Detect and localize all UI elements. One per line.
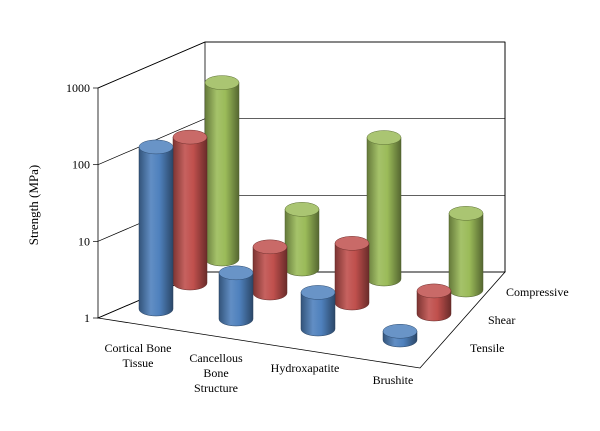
bar-top — [138, 139, 174, 155]
bar-top — [204, 75, 240, 90]
bar-body — [252, 246, 288, 301]
bar-top — [334, 236, 370, 251]
bar-top — [382, 324, 418, 339]
bar-body — [204, 82, 240, 267]
bar-shear-3 — [416, 283, 452, 322]
bar-body — [284, 209, 320, 277]
bar-tensile-0 — [138, 139, 174, 317]
bar-body — [366, 137, 402, 287]
series-label-tensile: Tensile — [470, 341, 504, 355]
bar-tensile-2 — [300, 285, 336, 337]
x-axis-labels: Cortical Bone Tissue Cancellous Bone Structu… — [105, 341, 414, 395]
bar-top — [300, 285, 336, 300]
x-tick-label: Brushite — [373, 373, 414, 387]
bar-body — [416, 290, 452, 322]
bar-top — [284, 202, 320, 217]
y-tick-label: 10 — [78, 234, 90, 248]
series-label-shear: Shear — [488, 313, 515, 327]
bar-body — [138, 146, 174, 317]
series-labels: Tensile Shear Compressive — [470, 285, 569, 355]
bar-compressive-0 — [204, 75, 240, 267]
x-tick-label: Cortical Bone Tissue — [105, 341, 172, 370]
bar-body — [334, 243, 370, 311]
bar-body — [172, 136, 208, 291]
bar-compressive-3 — [448, 206, 484, 298]
bar-top — [172, 129, 208, 145]
bar-top — [218, 265, 254, 281]
bar-shear-0 — [172, 129, 208, 291]
bar-top — [416, 283, 452, 299]
series-label-compressive: Compressive — [506, 285, 569, 299]
bar-compressive-1 — [284, 202, 320, 277]
bar-tensile-1 — [218, 265, 254, 327]
bar-top — [252, 239, 288, 255]
x-tick-label: Hydroxapatite — [271, 361, 340, 375]
y-tick-label: 100 — [72, 158, 90, 172]
y-axis-title: Strength (MPa) — [26, 165, 41, 246]
y-tick-label: 1 — [84, 311, 90, 325]
y-axis-ticks: 1 10 100 1000 — [66, 81, 98, 325]
bar-top — [448, 206, 484, 221]
y-tick-label: 1000 — [66, 81, 90, 95]
bar-compressive-2 — [366, 130, 402, 287]
gridline-left — [97, 41, 206, 89]
bar-tensile-3 — [382, 324, 418, 348]
bar-top — [366, 130, 402, 145]
bars — [138, 75, 484, 348]
bar-body — [300, 292, 336, 337]
bar-body — [218, 272, 254, 327]
bar-shear-1 — [252, 239, 288, 301]
bar-shear-2 — [334, 236, 370, 311]
x-tick-label: Cancellous Bone Structure — [189, 351, 243, 395]
bar-body — [448, 213, 484, 298]
